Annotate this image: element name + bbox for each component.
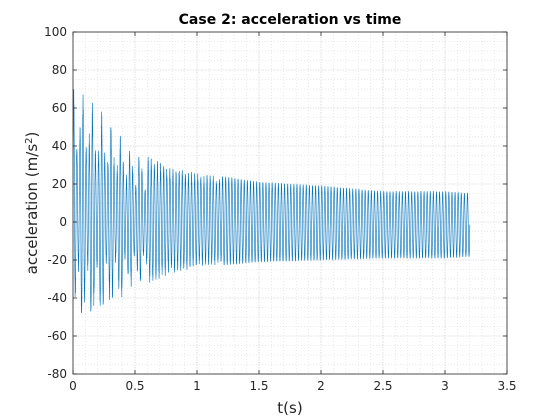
y-axis-label-close: ): [23, 132, 41, 138]
x-tick-label: 0: [69, 379, 77, 393]
y-tick-labels: -80 -60 -40 -20 0 20 40 60 80 100: [44, 25, 67, 381]
x-tick-label: 3: [441, 379, 449, 393]
y-axis-label-superscript: 2: [24, 137, 35, 143]
y-tick-label: 0: [59, 215, 67, 229]
y-tick-label: 40: [52, 139, 67, 153]
y-tick-label: -40: [47, 291, 67, 305]
y-tick-label: -20: [47, 253, 67, 267]
y-tick-label: 80: [52, 63, 67, 77]
series-line-acceleration: [73, 89, 471, 313]
y-tick-label: -80: [47, 367, 67, 381]
y-tick-label: -60: [47, 329, 67, 343]
chart-title: Case 2: acceleration vs time: [179, 12, 402, 28]
axes-box: [72, 31, 508, 375]
y-axis-label: acceleration (m/s2): [23, 132, 41, 275]
y-tick-label: 60: [52, 101, 67, 115]
x-tick-labels: 0 0.5 1 1.5 2 2.5 3 3.5: [69, 379, 516, 393]
x-tick-label: 2.5: [373, 379, 392, 393]
tick-marks: [72, 31, 508, 375]
x-tick-label: 1: [193, 379, 201, 393]
x-tick-label: 0.5: [125, 379, 144, 393]
x-tick-label: 2: [317, 379, 325, 393]
y-axis-label-base: acceleration (m/s: [23, 144, 41, 275]
x-tick-label: 3.5: [497, 379, 516, 393]
y-tick-label: 100: [44, 25, 67, 39]
x-tick-label: 1.5: [249, 379, 268, 393]
y-tick-label: 20: [52, 177, 67, 191]
x-axis-label: t(s): [277, 399, 302, 417]
